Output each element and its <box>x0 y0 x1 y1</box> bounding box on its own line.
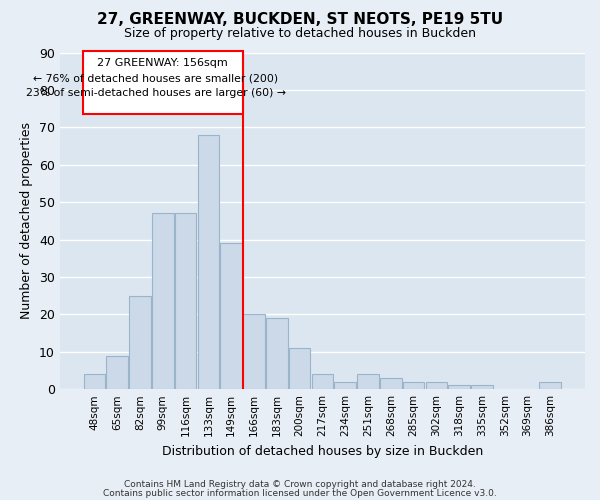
Bar <box>357 374 379 389</box>
Bar <box>448 386 470 389</box>
Text: Contains public sector information licensed under the Open Government Licence v3: Contains public sector information licen… <box>103 489 497 498</box>
Bar <box>83 374 106 389</box>
Bar <box>83 50 242 114</box>
Bar <box>197 135 219 389</box>
Text: Contains HM Land Registry data © Crown copyright and database right 2024.: Contains HM Land Registry data © Crown c… <box>124 480 476 489</box>
X-axis label: Distribution of detached houses by size in Buckden: Distribution of detached houses by size … <box>162 444 483 458</box>
Text: ← 76% of detached houses are smaller (200): ← 76% of detached houses are smaller (20… <box>34 73 278 83</box>
Bar <box>289 348 310 389</box>
Bar <box>539 382 561 389</box>
Y-axis label: Number of detached properties: Number of detached properties <box>20 122 34 320</box>
Bar <box>175 214 196 389</box>
Text: Size of property relative to detached houses in Buckden: Size of property relative to detached ho… <box>124 28 476 40</box>
Bar <box>152 214 173 389</box>
Text: 27 GREENWAY: 156sqm: 27 GREENWAY: 156sqm <box>97 58 228 68</box>
Bar <box>403 382 424 389</box>
Text: 27, GREENWAY, BUCKDEN, ST NEOTS, PE19 5TU: 27, GREENWAY, BUCKDEN, ST NEOTS, PE19 5T… <box>97 12 503 28</box>
Text: 23% of semi-detached houses are larger (60) →: 23% of semi-detached houses are larger (… <box>26 88 286 98</box>
Bar <box>106 356 128 389</box>
Bar <box>311 374 333 389</box>
Bar <box>425 382 447 389</box>
Bar <box>334 382 356 389</box>
Bar <box>243 314 265 389</box>
Bar <box>266 318 287 389</box>
Bar <box>380 378 401 389</box>
Bar <box>129 296 151 389</box>
Bar <box>220 244 242 389</box>
Bar <box>471 386 493 389</box>
